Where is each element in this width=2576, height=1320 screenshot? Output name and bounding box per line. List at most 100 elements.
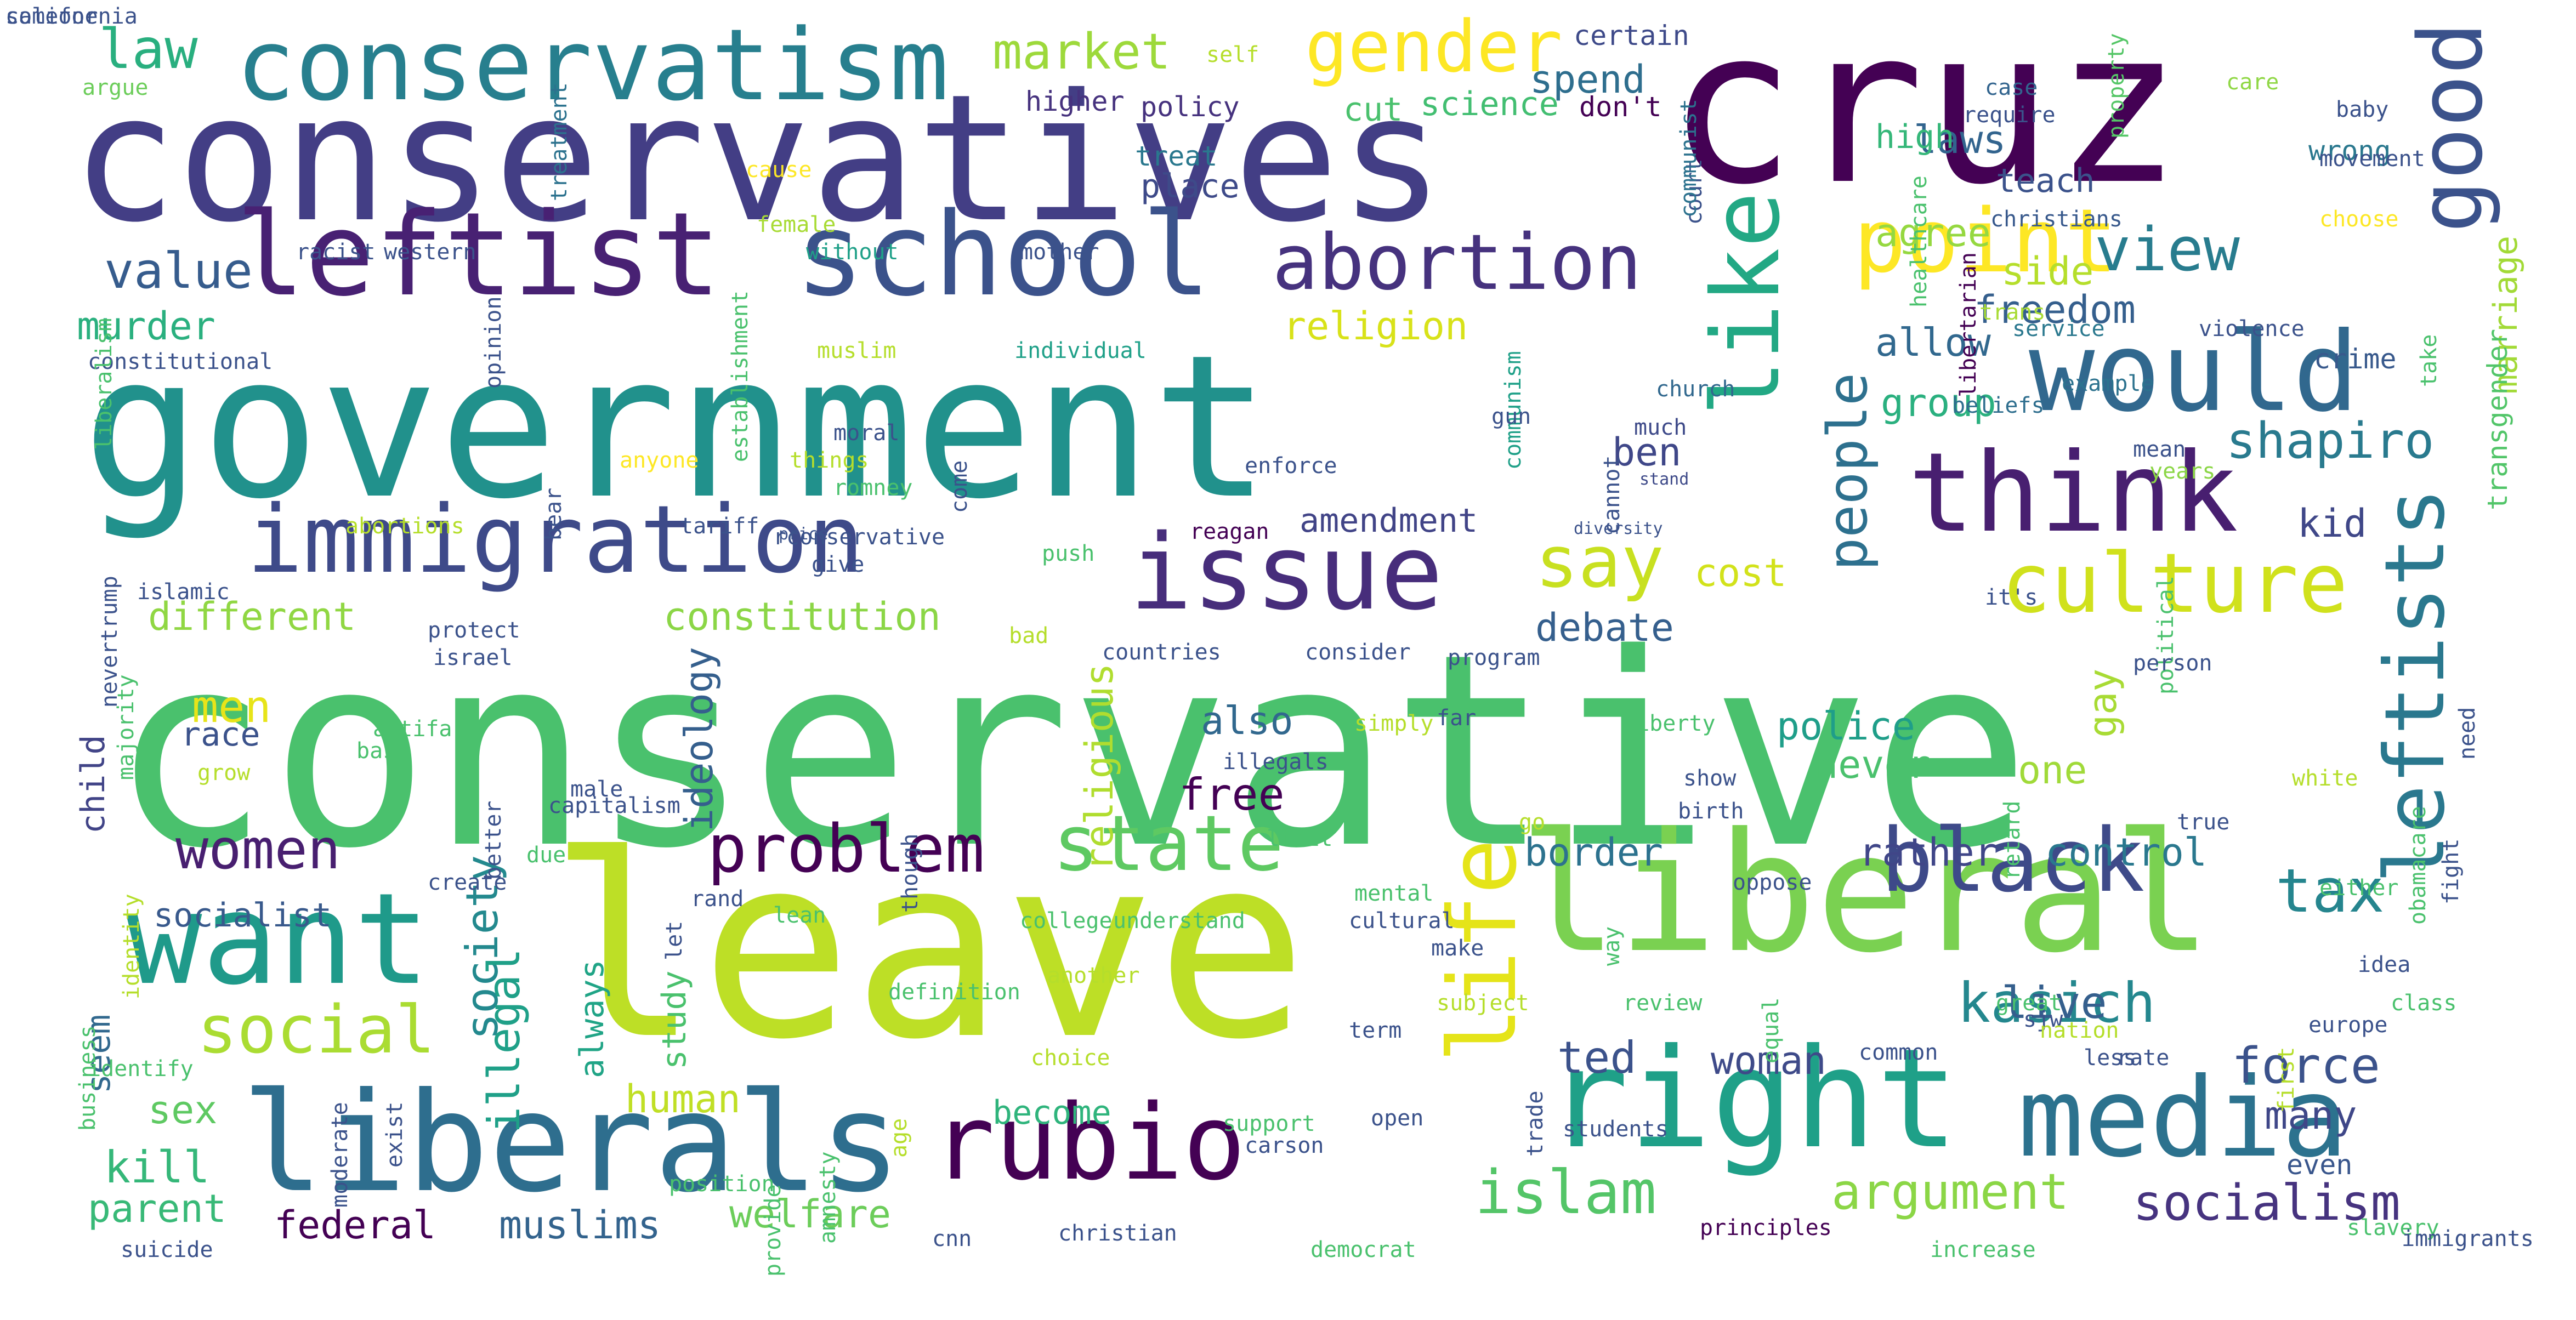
- word-another: another: [1047, 963, 1140, 988]
- word-moral: moral: [833, 420, 900, 446]
- word-also: also: [1201, 698, 1293, 743]
- word-shapiro: shapiro: [2226, 412, 2435, 470]
- word-church: church: [1656, 377, 1735, 402]
- word-anyone: anyone: [620, 448, 699, 473]
- word-muslims: muslims: [499, 1203, 661, 1248]
- word-opinion: opinion: [481, 296, 506, 389]
- word-abortion: abortion: [1272, 218, 1642, 308]
- word-establishment: establishment: [728, 290, 753, 462]
- word-islam: islam: [1475, 1157, 1657, 1227]
- word-term: term: [1349, 1018, 1402, 1043]
- word-stand: stand: [1639, 470, 1689, 489]
- word-idea: idea: [2358, 952, 2411, 977]
- word-understand: understand: [1113, 908, 1245, 934]
- word-crime: crime: [2314, 343, 2397, 375]
- word-good: good: [2399, 21, 2502, 233]
- word-support: support: [1223, 1111, 1315, 1136]
- word-individual: individual: [1014, 338, 1147, 363]
- word-transgender: transgender: [2482, 328, 2513, 510]
- word-much: much: [1634, 415, 1687, 440]
- word-border: border: [1524, 830, 1663, 875]
- word-choice: choice: [1031, 1045, 1110, 1071]
- word-spend: spend: [1530, 57, 1646, 102]
- word-case: case: [1985, 75, 2038, 100]
- word-slavery: slavery: [2347, 1215, 2439, 1241]
- word-bad: bad: [1009, 623, 1049, 648]
- word-baby: baby: [2336, 97, 2389, 122]
- word-social: social: [197, 992, 435, 1068]
- word-simply: simply: [1354, 711, 1434, 736]
- word-price: price: [779, 525, 829, 544]
- word-someone: someone: [5, 4, 98, 29]
- word-view: view: [2095, 214, 2240, 285]
- word-though: though: [898, 833, 923, 913]
- word-side: side: [2001, 249, 2094, 294]
- word-want: want: [126, 867, 430, 1013]
- word-white: white: [2292, 766, 2358, 791]
- word-market: market: [992, 23, 1171, 81]
- word-ben: ben: [1612, 430, 1682, 475]
- word-better: better: [481, 800, 506, 880]
- word-leftist: leftist: [236, 187, 722, 322]
- word-school: school: [795, 187, 1211, 322]
- word-countries: countries: [1102, 640, 1221, 665]
- word-equal: equal: [1758, 997, 1784, 1063]
- word-cause: cause: [746, 157, 812, 183]
- word-muslim: muslim: [817, 338, 897, 363]
- word-libertarian: libertarian: [1956, 252, 1981, 397]
- word-trade: trade: [1523, 1090, 1548, 1157]
- word-violence: violence: [2199, 316, 2305, 342]
- word-conservative: conservative: [110, 598, 2031, 907]
- word-class: class: [2391, 991, 2457, 1016]
- word-sjw: sjw: [2023, 1007, 2063, 1032]
- word-nation: nation: [2040, 1018, 2119, 1043]
- word-beliefs: beliefs: [1952, 393, 2045, 418]
- word-self: self: [1206, 42, 1259, 67]
- word-tariff: tariff: [680, 514, 759, 539]
- word-parent: parent: [88, 1186, 226, 1231]
- word-great: great: [1996, 991, 2062, 1016]
- word-constitutional: constitutional: [88, 349, 273, 374]
- word-amnesty: amnesty: [815, 1151, 841, 1244]
- word-capitalism: capitalism: [548, 793, 680, 818]
- word-healthcare: healthcare: [1907, 175, 1932, 308]
- word-illegal: illegal: [479, 948, 530, 1133]
- word-age: age: [887, 1118, 912, 1158]
- word-cruz: cruz: [1667, 0, 2182, 231]
- word-liberalism: liberalism: [92, 318, 117, 450]
- word-require: require: [1963, 103, 2056, 128]
- word-people: people: [1815, 372, 1880, 571]
- word-one: one: [2018, 748, 2087, 793]
- word-democrat: democrat: [1310, 1237, 1416, 1262]
- word-base: base: [356, 738, 410, 764]
- word-fight: fight: [2438, 838, 2464, 904]
- word-suicide: suicide: [121, 1237, 213, 1262]
- word-retard: retard: [2000, 800, 2025, 880]
- word-conservatism: conservatism: [236, 8, 949, 123]
- word-government: government: [82, 312, 1271, 542]
- word-abortions: abortions: [345, 514, 464, 539]
- word-study: study: [655, 970, 694, 1069]
- word-child: child: [74, 735, 112, 834]
- word-issue: issue: [1130, 512, 1443, 633]
- word-consider: consider: [1305, 640, 1411, 665]
- word-black: black: [1881, 809, 2145, 912]
- word-students: students: [1563, 1117, 1669, 1142]
- word-male: male: [570, 777, 623, 802]
- word-europe: europe: [2308, 1012, 2388, 1038]
- word-ted: ted: [1557, 1032, 1637, 1083]
- word-racist: racist: [296, 240, 376, 265]
- word-kill: kill: [104, 1142, 210, 1193]
- word-debate: debate: [1535, 605, 1674, 650]
- word-cultural: cultural: [1349, 908, 1455, 934]
- word-years: years: [2149, 459, 2216, 484]
- word-push: push: [1042, 541, 1095, 566]
- word-way: way: [1599, 926, 1625, 966]
- word-communist: communist: [1676, 99, 1701, 218]
- word-protect: protect: [428, 618, 520, 643]
- word-think: think: [1908, 429, 2239, 557]
- word-liberals: liberals: [241, 1063, 902, 1222]
- word-things: things: [790, 448, 869, 473]
- word-laws: laws: [1914, 117, 2006, 162]
